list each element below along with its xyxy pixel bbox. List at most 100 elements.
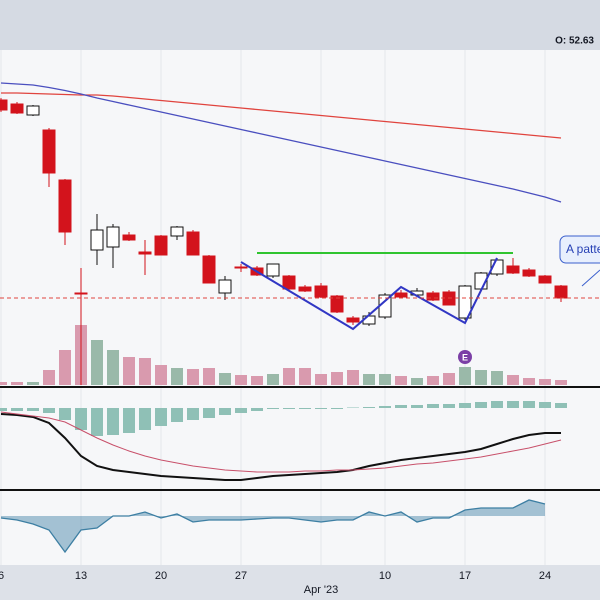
annotation-box bbox=[559, 235, 600, 264]
macd-histogram-bar bbox=[155, 408, 167, 426]
x-tick-label: 13 bbox=[75, 570, 87, 582]
candle-body bbox=[506, 265, 520, 274]
volume-bar bbox=[491, 371, 503, 385]
ohlc-readout: O: 52.63 bbox=[555, 36, 594, 47]
macd-histogram-bar bbox=[235, 408, 247, 413]
candle-body bbox=[458, 285, 472, 319]
macd-histogram-bar bbox=[363, 407, 375, 408]
candle-body bbox=[170, 226, 184, 237]
macd-histogram-bar bbox=[43, 408, 55, 413]
macd-histogram-bar bbox=[267, 408, 279, 409]
candle-body bbox=[0, 99, 8, 111]
macd-histogram-bar bbox=[59, 408, 71, 420]
macd-histogram-bar bbox=[107, 408, 119, 435]
volume-bar bbox=[107, 350, 119, 385]
volume-bar bbox=[235, 375, 247, 385]
macd-histogram-bar bbox=[539, 402, 551, 408]
macd-histogram-bar bbox=[203, 408, 215, 418]
volume-bar bbox=[411, 378, 423, 385]
macd-histogram-bar bbox=[171, 408, 183, 422]
volume-bar bbox=[27, 382, 39, 385]
volume-bar bbox=[555, 380, 567, 385]
macd-histogram-bar bbox=[475, 402, 487, 408]
moving-average bbox=[0, 82, 562, 203]
plot-area bbox=[0, 50, 600, 565]
macd-histogram-bar bbox=[251, 408, 263, 411]
volume-bar bbox=[267, 374, 279, 385]
drawing bbox=[240, 257, 498, 331]
macd-histogram-bar bbox=[459, 403, 471, 408]
candle-body bbox=[106, 226, 120, 248]
volume-bar bbox=[299, 368, 311, 385]
macd-histogram-bar bbox=[123, 408, 135, 433]
top-bar bbox=[0, 0, 600, 50]
candle-body bbox=[42, 129, 56, 174]
volume-bar bbox=[443, 373, 455, 385]
time-axis bbox=[0, 565, 600, 600]
volume-bar bbox=[11, 382, 23, 385]
volume-bar bbox=[251, 376, 263, 385]
volume-bar bbox=[363, 374, 375, 385]
candle-body bbox=[26, 105, 40, 116]
volume-bar bbox=[523, 378, 535, 385]
macd-histogram-bar bbox=[0, 408, 7, 411]
candle-body bbox=[202, 255, 216, 284]
macd-line bbox=[0, 413, 561, 481]
volume-bar bbox=[139, 358, 151, 385]
x-tick-label: 17 bbox=[459, 570, 471, 582]
candle-body bbox=[554, 285, 568, 299]
x-tick-label: 20 bbox=[155, 570, 167, 582]
macd-histogram-bar bbox=[555, 403, 567, 408]
candle-body bbox=[330, 295, 344, 313]
volume-bar bbox=[43, 370, 55, 385]
candle-body bbox=[218, 279, 232, 294]
volume-bar bbox=[459, 367, 471, 385]
annotation-text: A patte bbox=[566, 242, 600, 256]
earnings-marker bbox=[458, 350, 472, 364]
candle-body bbox=[138, 251, 152, 255]
macd-histogram-bar bbox=[283, 408, 295, 409]
candle-body bbox=[314, 285, 328, 298]
candle-body bbox=[186, 231, 200, 256]
x-tick-label: 27 bbox=[235, 570, 247, 582]
volume-bar bbox=[123, 357, 135, 385]
candle-body bbox=[346, 317, 360, 323]
macd-histogram-bar bbox=[91, 408, 103, 436]
volume-bar bbox=[59, 350, 71, 385]
candle-body bbox=[154, 235, 168, 256]
macd-histogram-bar bbox=[11, 408, 23, 411]
volume-bar bbox=[507, 375, 519, 385]
macd-histogram-bar bbox=[27, 408, 39, 411]
macd-histogram-bar bbox=[75, 408, 87, 430]
macd-histogram-bar bbox=[299, 408, 311, 409]
volume-bar bbox=[539, 379, 551, 385]
volume-bar bbox=[379, 374, 391, 385]
macd-histogram-bar bbox=[411, 405, 423, 408]
x-tick-label: 10 bbox=[379, 570, 391, 582]
volume-bar bbox=[475, 370, 487, 385]
volume-bar bbox=[155, 365, 167, 385]
macd-histogram-bar bbox=[491, 401, 503, 408]
volume-bar bbox=[427, 376, 439, 385]
volume-bar bbox=[91, 340, 103, 385]
earnings-label: E bbox=[462, 352, 468, 362]
candle-body bbox=[90, 229, 104, 251]
volume-bar bbox=[395, 376, 407, 385]
macd-histogram-bar bbox=[507, 401, 519, 408]
macd-histogram-bar bbox=[139, 408, 151, 430]
macd-histogram-bar bbox=[523, 401, 535, 408]
candle-body bbox=[234, 266, 248, 269]
candle-body bbox=[74, 292, 88, 295]
candle-body bbox=[282, 275, 296, 290]
volume-bar bbox=[331, 372, 343, 385]
x-tick-label: Apr '23 bbox=[304, 584, 339, 596]
candle-body bbox=[10, 103, 24, 114]
volume-bar bbox=[0, 382, 7, 385]
x-tick-label: 6 bbox=[0, 570, 4, 582]
candle-body bbox=[538, 275, 552, 284]
candle-body bbox=[298, 286, 312, 292]
x-tick-label: 24 bbox=[539, 570, 551, 582]
macd-histogram-bar bbox=[187, 408, 199, 420]
chart-layers: 6 13 20 27 Apr '23 10 17 24 E A patte bbox=[0, 50, 600, 596]
